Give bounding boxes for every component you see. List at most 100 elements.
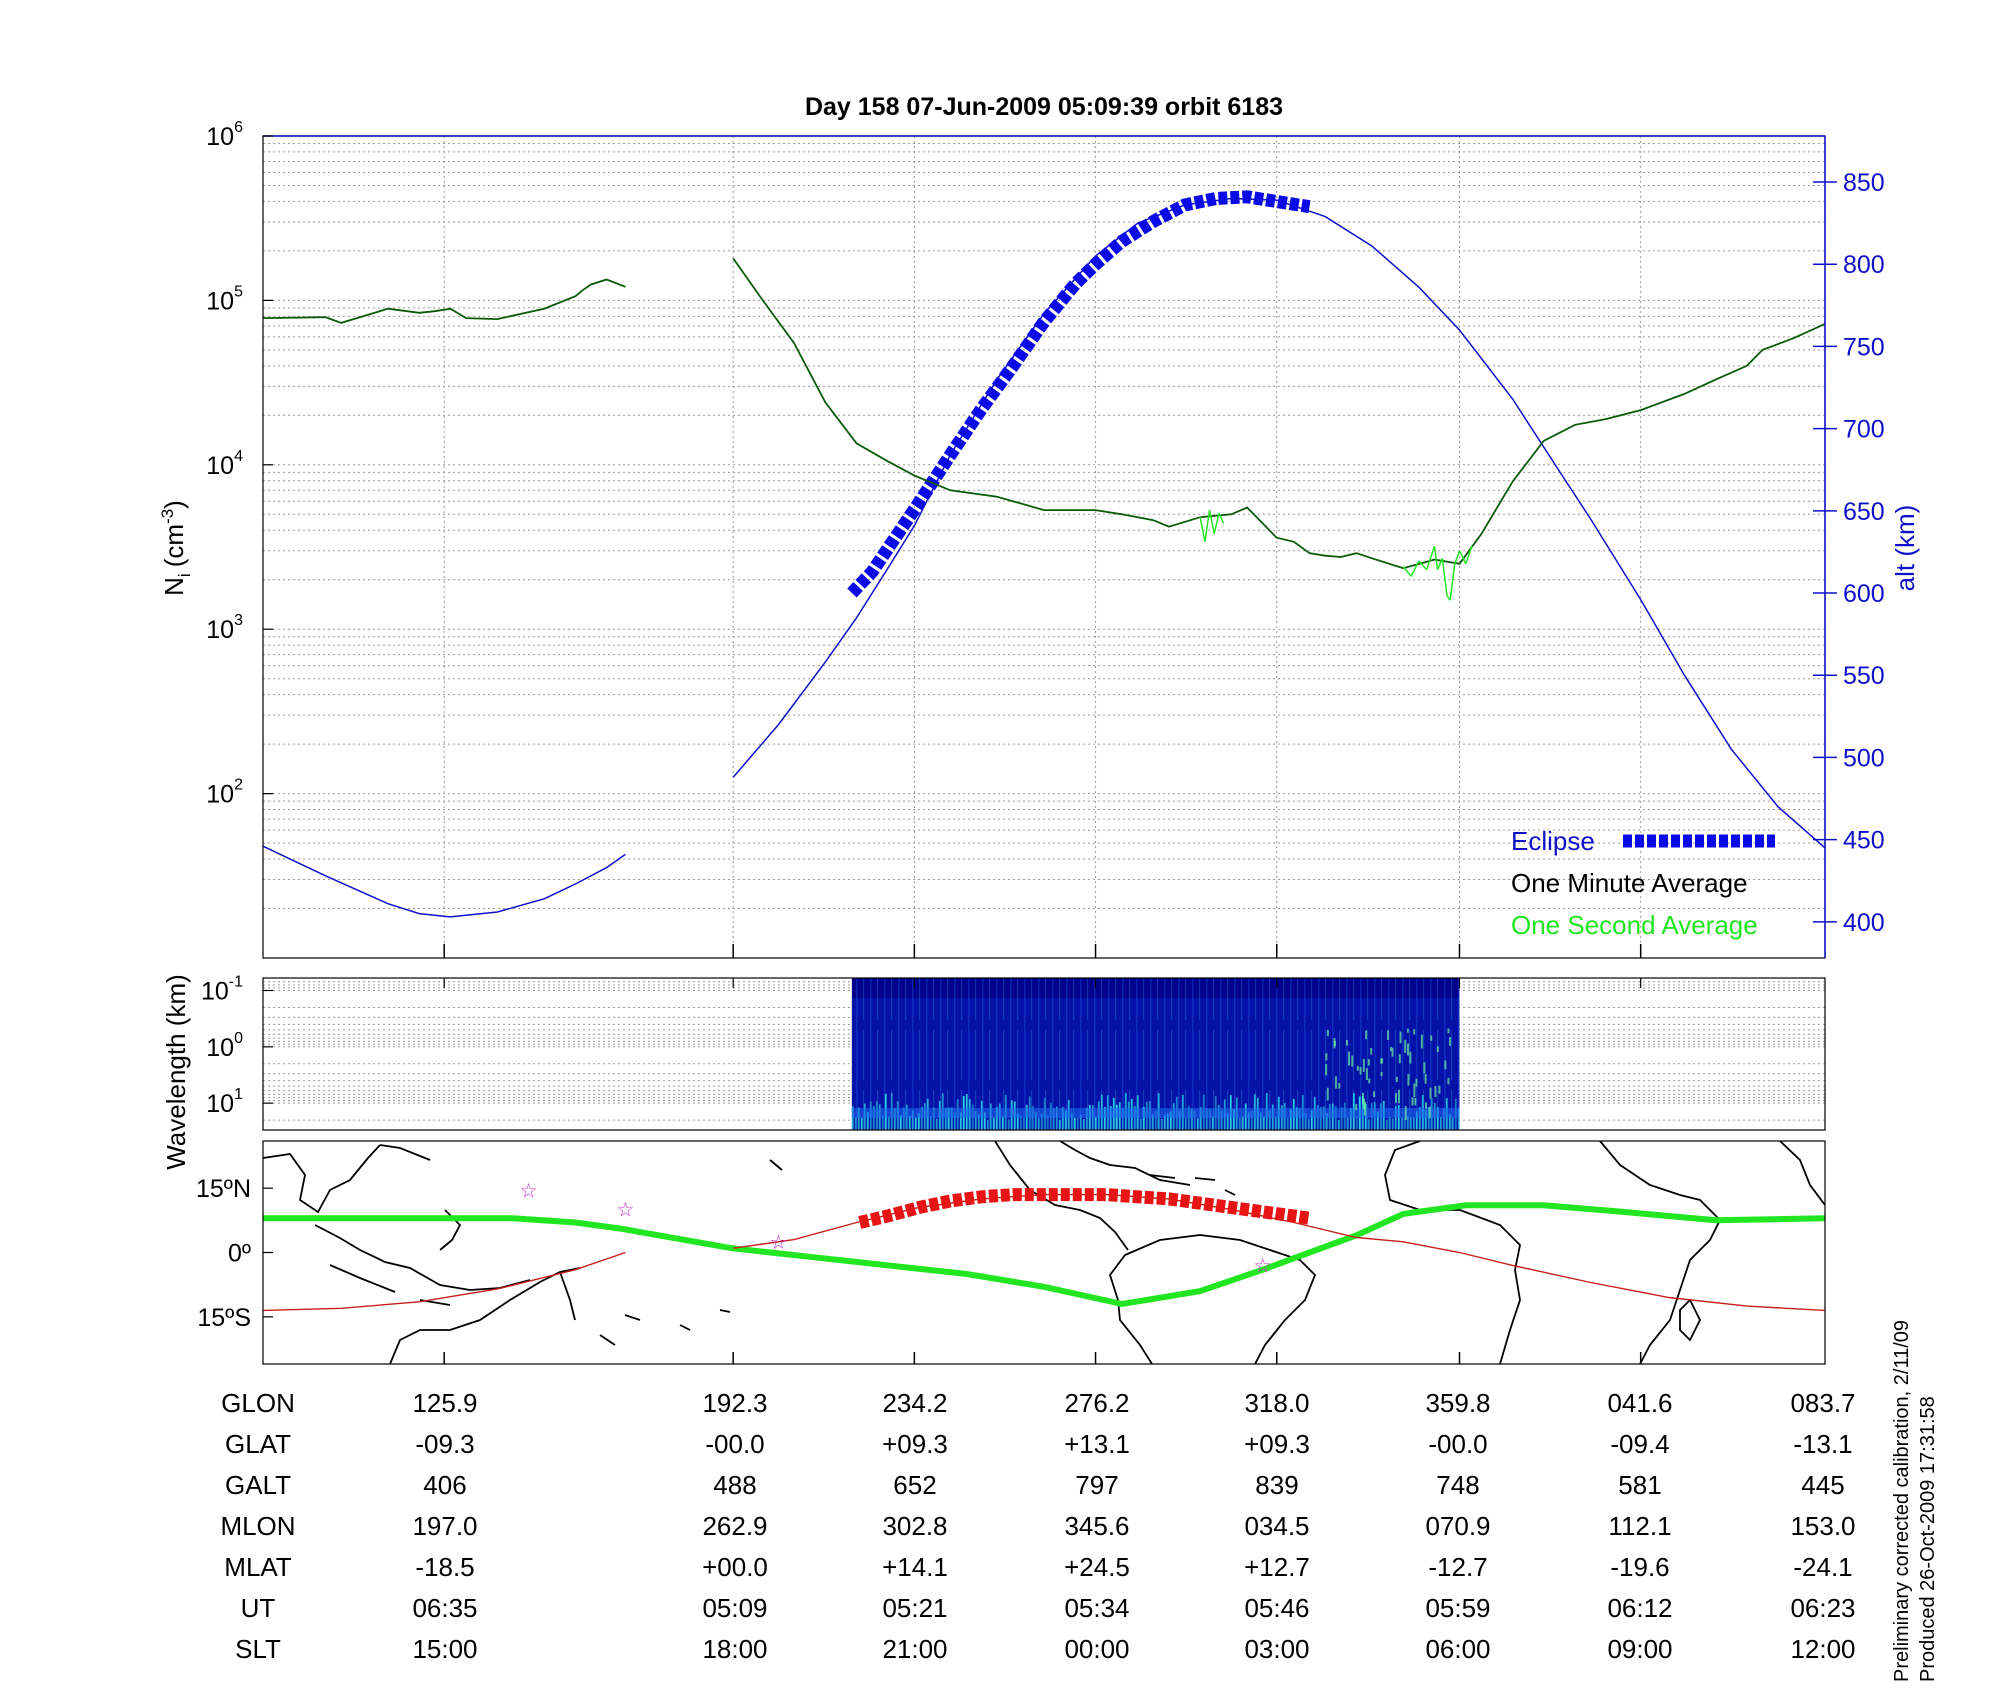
table-cell: -00.0 bbox=[705, 1429, 764, 1459]
spectrogram-bright-spot bbox=[1444, 1060, 1447, 1070]
y-tick-exp: 2 bbox=[234, 777, 243, 794]
spectrogram-column bbox=[893, 1108, 896, 1130]
table-cell: +12.7 bbox=[1244, 1552, 1310, 1582]
star-marker: ☆ bbox=[520, 1180, 538, 1202]
spectrogram-column bbox=[1238, 1117, 1241, 1130]
spectrogram-column bbox=[995, 1107, 998, 1130]
spectrogram-column bbox=[1334, 1106, 1337, 1130]
y2-tick-label: 800 bbox=[1843, 251, 1885, 279]
spectrogram-bright-spot bbox=[1351, 1055, 1354, 1067]
table-cell: 345.6 bbox=[1064, 1511, 1129, 1541]
spectrogram-bright-spot bbox=[1326, 1087, 1329, 1101]
spectrogram-column bbox=[917, 1113, 920, 1130]
table-cell: +14.1 bbox=[882, 1552, 948, 1582]
y-tick-base: 10 bbox=[206, 452, 234, 480]
table-cell: 748 bbox=[1436, 1470, 1479, 1500]
left-axis-label-base: N bbox=[159, 577, 189, 596]
spectrogram-column bbox=[1289, 1109, 1292, 1130]
table-cell: 652 bbox=[893, 1470, 936, 1500]
spectrogram-column bbox=[1160, 1119, 1163, 1130]
spectrogram-bright-spot bbox=[1373, 1091, 1376, 1097]
spectrogram-band-low bbox=[851, 1108, 1460, 1118]
table-cell: -24.1 bbox=[1793, 1552, 1852, 1582]
coast-indonesia bbox=[314, 1209, 531, 1306]
spec-tick-exp: 0 bbox=[234, 1030, 243, 1047]
legend: Eclipse One Minute Average One Second Av… bbox=[1511, 826, 1775, 940]
spectrogram-bright-spot bbox=[1394, 1093, 1397, 1103]
spectrogram-column bbox=[1340, 1107, 1343, 1130]
spectrogram-column bbox=[1448, 1114, 1451, 1130]
spectrogram-column bbox=[866, 1112, 869, 1130]
spectrogram-column bbox=[881, 1115, 884, 1130]
left-axis-label: Ni (cm-3) bbox=[158, 500, 194, 596]
y2-tick-label: 450 bbox=[1843, 827, 1885, 855]
spectrogram-column bbox=[1076, 1117, 1079, 1130]
y2-tick-label: 400 bbox=[1843, 909, 1885, 937]
spectrogram-bright-spot bbox=[1406, 1043, 1409, 1056]
spectrogram-bright-spot bbox=[1347, 1051, 1350, 1066]
table-cell: 05:09 bbox=[702, 1593, 767, 1623]
spectrogram-column bbox=[1451, 1117, 1454, 1130]
spectrogram-bright-spot bbox=[1325, 1053, 1328, 1061]
spectrogram-bright-spot bbox=[1380, 1058, 1383, 1064]
spectrogram-column bbox=[953, 1112, 956, 1130]
spectrogram-column bbox=[1274, 1116, 1277, 1130]
table-cell: 070.9 bbox=[1425, 1511, 1490, 1541]
spectrogram-column bbox=[1154, 1111, 1157, 1130]
spectrogram-column bbox=[983, 1112, 986, 1130]
legend-entry-second: One Second Average bbox=[1511, 910, 1758, 940]
table-cell: 125.9 bbox=[412, 1388, 477, 1418]
spectrogram-column bbox=[1355, 1115, 1358, 1130]
coast-north-america bbox=[994, 1141, 1191, 1251]
spectrogram-bright-spot bbox=[1370, 1048, 1373, 1055]
spectrogram-bright-spot bbox=[1338, 1082, 1341, 1089]
table-cell: 05:21 bbox=[882, 1593, 947, 1623]
spectrogram-column bbox=[1016, 1113, 1019, 1130]
footer-calibration: Preliminary corrected calibration, 2/11/… bbox=[1891, 1320, 1913, 1682]
spectrogram-bright-spot bbox=[1406, 1028, 1409, 1033]
spectrogram-column bbox=[1307, 1118, 1310, 1130]
spectrogram-column bbox=[1319, 1107, 1322, 1130]
spectrogram-bright-spot bbox=[1355, 1103, 1358, 1111]
spectrogram-column bbox=[1211, 1116, 1214, 1130]
spectrogram-bright-spot bbox=[1424, 1073, 1427, 1084]
spectrogram-bright-spot bbox=[1390, 1047, 1393, 1052]
spectrogram-column bbox=[1178, 1110, 1181, 1130]
spectrogram-column bbox=[1085, 1107, 1088, 1130]
spectrogram-column bbox=[1310, 1110, 1313, 1130]
y-tick-base: 10 bbox=[206, 781, 234, 809]
ground-track-eclipse bbox=[858, 1188, 1311, 1229]
density-second-spike bbox=[1213, 512, 1220, 535]
star-marker: ☆ bbox=[1254, 1255, 1272, 1277]
spectrogram-bright-spot bbox=[1414, 1097, 1417, 1106]
spectrogram-column bbox=[1109, 1106, 1112, 1130]
y-tick-base: 10 bbox=[206, 287, 234, 315]
table-cell: 15:00 bbox=[412, 1634, 477, 1664]
spectrogram-column bbox=[1187, 1106, 1190, 1130]
coast-caribbean bbox=[1149, 1174, 1236, 1196]
spectrogram-column bbox=[1295, 1107, 1298, 1130]
spectrogram-bright-spot bbox=[1367, 1059, 1370, 1066]
spectrogram-column bbox=[1418, 1107, 1421, 1130]
y2-tick-label: 550 bbox=[1843, 662, 1885, 690]
spectrogram-column bbox=[872, 1106, 875, 1130]
map-axes: 15ºN 0º 15ºS bbox=[196, 978, 1642, 1364]
spectrogram-column bbox=[1019, 1115, 1022, 1130]
density-second-spike bbox=[1204, 510, 1211, 542]
spectrogram-column bbox=[902, 1107, 905, 1130]
altitude-line bbox=[263, 845, 626, 918]
map-data: ☆ ☆ ☆ ☆ bbox=[263, 1180, 1825, 1312]
spectrogram-bright-spot bbox=[1436, 1046, 1439, 1053]
density-second-spike bbox=[1449, 563, 1456, 601]
coast-south-america bbox=[1109, 1234, 1317, 1364]
table-cell: 192.3 bbox=[702, 1388, 767, 1418]
left-axis-label-close: ) bbox=[159, 500, 189, 509]
spectrogram-bright-spot bbox=[1391, 1047, 1394, 1057]
spectrogram-column bbox=[1403, 1117, 1406, 1130]
table-cell: 03:00 bbox=[1244, 1634, 1309, 1664]
density-second-spike bbox=[1208, 509, 1215, 535]
spec-y-tick-label: 10-1 bbox=[201, 973, 243, 1005]
table-cell: +09.3 bbox=[882, 1429, 948, 1459]
spectrogram-bright-spot bbox=[1423, 1062, 1426, 1074]
